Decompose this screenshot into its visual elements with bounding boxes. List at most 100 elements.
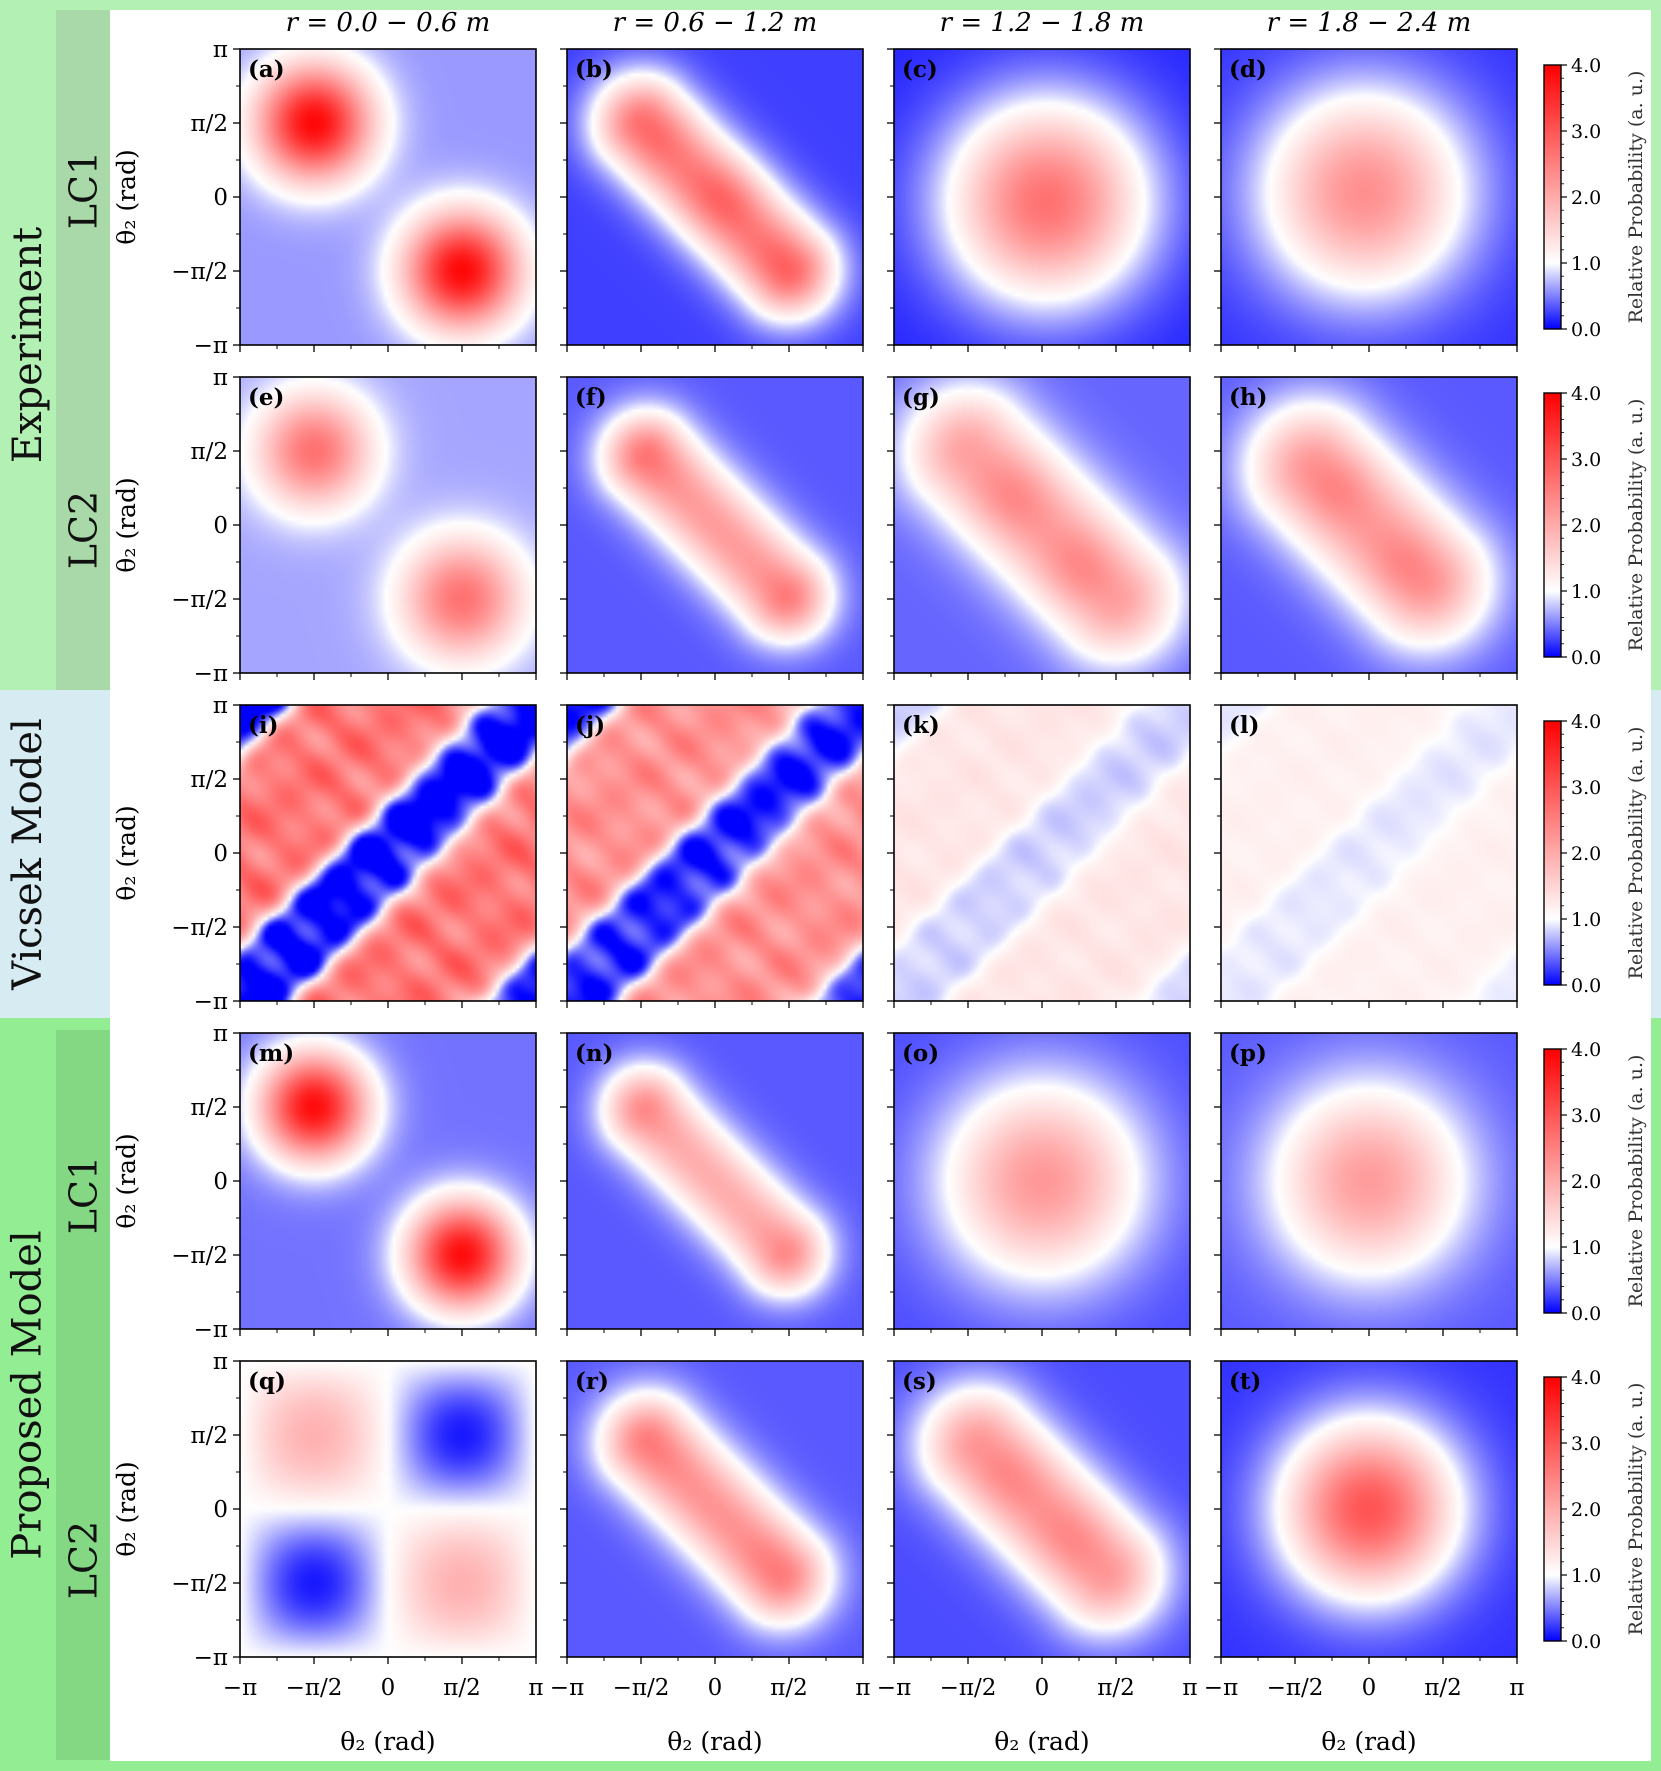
y-tick-label: −π/2 bbox=[171, 587, 228, 613]
x-tick-label: π bbox=[1182, 1675, 1197, 1701]
y-tick-label: π bbox=[213, 693, 228, 719]
heatmap-panel bbox=[567, 1033, 863, 1329]
heatmap-panel bbox=[240, 1361, 536, 1657]
y-axis-label: θ₂ (rad) bbox=[112, 1133, 141, 1228]
colorbar-label: Relative Probability (a. u.) bbox=[1625, 1383, 1647, 1636]
x-tick-label: 0 bbox=[381, 1675, 396, 1701]
colorbar-tick-label: 3.0 bbox=[1571, 1105, 1601, 1127]
y-tick-label: −π bbox=[194, 1317, 228, 1343]
x-tick-label: −π/2 bbox=[1267, 1675, 1324, 1701]
x-tick-label: −π/2 bbox=[613, 1675, 670, 1701]
colorbar-tick-label: 4.0 bbox=[1571, 1039, 1601, 1061]
y-tick-label: −π/2 bbox=[171, 259, 228, 285]
x-tick-label: π bbox=[1509, 1675, 1524, 1701]
heatmap-panel bbox=[1221, 705, 1517, 1001]
y-tick-label: π/2 bbox=[191, 111, 229, 137]
x-tick-label: −π bbox=[877, 1675, 911, 1701]
subgroup-label: LC1 bbox=[56, 1030, 110, 1360]
heatmap-panel bbox=[567, 705, 863, 1001]
x-tick-label: −π bbox=[550, 1675, 584, 1701]
column-title: r = 0.6 − 1.2 m bbox=[613, 8, 818, 38]
colorbar-tick-label: 4.0 bbox=[1571, 1367, 1601, 1389]
panel-label: (r) bbox=[575, 1368, 609, 1395]
panel-label: (j) bbox=[575, 712, 605, 739]
heatmap-panel bbox=[894, 49, 1190, 345]
heatmap-panel bbox=[1221, 1361, 1517, 1657]
panel-label: (i) bbox=[248, 712, 279, 739]
y-tick-label: 0 bbox=[213, 841, 228, 867]
subgroup-label: LC1 bbox=[56, 10, 110, 370]
heatmap-panel bbox=[240, 49, 536, 345]
subgroup-label: LC2 bbox=[56, 370, 110, 690]
colorbar-tick-label: 2.0 bbox=[1571, 1499, 1601, 1521]
y-tick-label: π bbox=[213, 1349, 228, 1375]
y-tick-label: π/2 bbox=[191, 1423, 229, 1449]
panel-label: (h) bbox=[1229, 384, 1268, 411]
panel-label: (k) bbox=[902, 712, 940, 739]
panel-label: (b) bbox=[575, 56, 613, 83]
y-tick-label: −π bbox=[194, 661, 228, 687]
y-tick-label: −π bbox=[194, 1645, 228, 1671]
x-tick-label: π/2 bbox=[1097, 1675, 1135, 1701]
panel-label: (a) bbox=[248, 56, 285, 83]
heatmap-panel bbox=[240, 1033, 536, 1329]
heatmap-panel bbox=[894, 705, 1190, 1001]
colorbar-tick-label: 2.0 bbox=[1571, 515, 1601, 537]
y-tick-label: 0 bbox=[213, 1497, 228, 1523]
colorbar-tick-label: 2.0 bbox=[1571, 187, 1601, 209]
panel-label: (s) bbox=[902, 1368, 937, 1395]
y-tick-label: π bbox=[213, 1021, 228, 1047]
x-axis-label: θ₂ (rad) bbox=[340, 1727, 435, 1756]
x-tick-label: 0 bbox=[1362, 1675, 1377, 1701]
colorbar-tick-label: 1.0 bbox=[1571, 253, 1601, 275]
colorbar-tick-label: 3.0 bbox=[1571, 777, 1601, 799]
colorbar-tick-label: 4.0 bbox=[1571, 711, 1601, 733]
y-axis-label: θ₂ (rad) bbox=[112, 149, 141, 244]
colorbar bbox=[1543, 1048, 1562, 1314]
heatmap-panel bbox=[567, 49, 863, 345]
colorbar-tick-label: 2.0 bbox=[1571, 843, 1601, 865]
colorbar-tick-label: 1.0 bbox=[1571, 1565, 1601, 1587]
x-axis-label: θ₂ (rad) bbox=[994, 1727, 1089, 1756]
heatmap-panel bbox=[240, 705, 536, 1001]
colorbar-tick-label: 1.0 bbox=[1571, 909, 1601, 931]
panel-label: (n) bbox=[575, 1040, 614, 1067]
colorbar-tick-label: 0.0 bbox=[1571, 647, 1601, 669]
colorbar-tick-label: 1.0 bbox=[1571, 1237, 1601, 1259]
y-axis-label: θ₂ (rad) bbox=[112, 805, 141, 900]
subgroup-label: LC2 bbox=[56, 1360, 110, 1760]
colorbar-tick-label: 4.0 bbox=[1571, 383, 1601, 405]
panel-label: (q) bbox=[248, 1368, 286, 1395]
panel-label: (g) bbox=[902, 384, 940, 411]
panel-label: (o) bbox=[902, 1040, 939, 1067]
colorbar bbox=[1543, 64, 1562, 330]
y-tick-label: 0 bbox=[213, 513, 228, 539]
x-tick-label: −π bbox=[1204, 1675, 1238, 1701]
y-tick-label: −π/2 bbox=[171, 1243, 228, 1269]
x-tick-label: π/2 bbox=[1424, 1675, 1462, 1701]
colorbar-label: Relative Probability (a. u.) bbox=[1625, 399, 1647, 652]
heatmap-panel bbox=[1221, 49, 1517, 345]
colorbar bbox=[1543, 1376, 1562, 1642]
heatmap-panel bbox=[894, 1361, 1190, 1657]
heatmap-panel bbox=[567, 377, 863, 673]
panel-label: (e) bbox=[248, 384, 284, 411]
heatmap-panel bbox=[567, 1361, 863, 1657]
heatmap-panel bbox=[1221, 377, 1517, 673]
column-title: r = 1.8 − 2.4 m bbox=[1267, 8, 1472, 38]
y-tick-label: 0 bbox=[213, 185, 228, 211]
colorbar-tick-label: 3.0 bbox=[1571, 121, 1601, 143]
panel-label: (d) bbox=[1229, 56, 1267, 83]
x-tick-label: −π/2 bbox=[940, 1675, 997, 1701]
y-tick-label: π/2 bbox=[191, 1095, 229, 1121]
x-tick-label: π bbox=[528, 1675, 543, 1701]
y-axis-label: θ₂ (rad) bbox=[112, 477, 141, 572]
colorbar-tick-label: 3.0 bbox=[1571, 1433, 1601, 1455]
x-axis-label: θ₂ (rad) bbox=[1321, 1727, 1416, 1756]
x-tick-label: π/2 bbox=[443, 1675, 481, 1701]
colorbar-tick-label: 0.0 bbox=[1571, 1631, 1601, 1653]
colorbar-label: Relative Probability (a. u.) bbox=[1625, 1055, 1647, 1308]
panel-label: (p) bbox=[1229, 1040, 1267, 1067]
colorbar-tick-label: 0.0 bbox=[1571, 1303, 1601, 1325]
